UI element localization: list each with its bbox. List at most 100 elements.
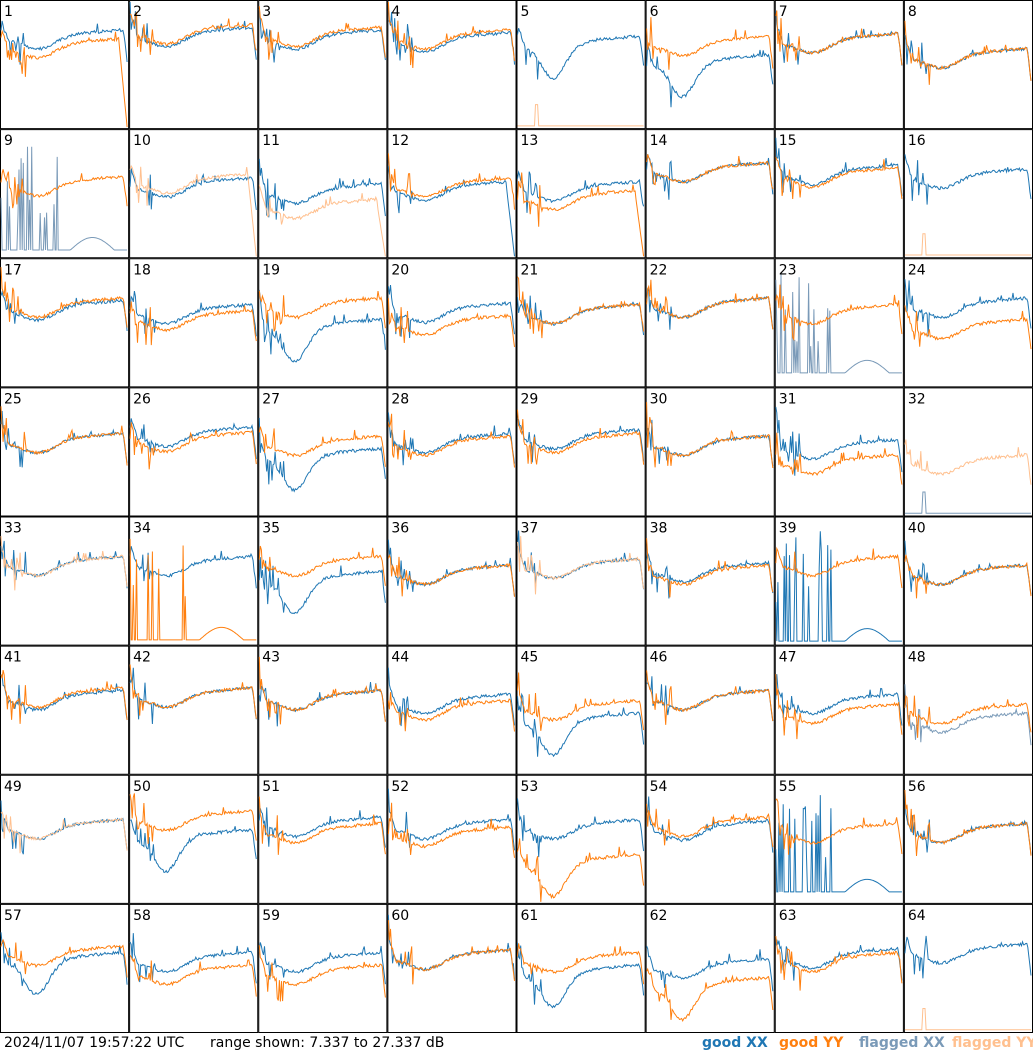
panel-19: 19 [258, 258, 388, 388]
legend-flagged-xx: flagged XX [859, 1035, 945, 1051]
panel-43: 43 [258, 645, 388, 775]
panel-27: 27 [258, 387, 388, 517]
panel-label: 23 [779, 262, 797, 278]
panel-label: 36 [391, 521, 409, 537]
panel-48-yy-trace [904, 694, 1032, 738]
panel-frame [774, 903, 904, 1033]
panel-label: 42 [133, 650, 151, 666]
panel-12-yy-trace [387, 153, 515, 210]
panel-32: 32 [903, 387, 1033, 517]
panel-28: 28 [387, 387, 517, 517]
panel-53: 53 [516, 774, 646, 904]
panel-20-yy-trace [387, 298, 515, 348]
panel-label: 35 [262, 521, 280, 537]
panel-48-xx-trace [904, 684, 1032, 746]
panel-frame [774, 129, 904, 259]
panel-frame [516, 129, 646, 259]
panel-62: 62 [645, 903, 775, 1033]
panel-label: 57 [4, 908, 22, 924]
panel-50-yy-trace [129, 793, 257, 844]
panel-label: 30 [650, 391, 668, 407]
panel-61: 61 [516, 903, 646, 1033]
panel-label: 55 [779, 779, 797, 795]
panel-frame [258, 903, 388, 1033]
panel-15-yy-trace [775, 156, 903, 200]
panel-53-xx-trace [517, 798, 645, 858]
panel-22-yy-trace [646, 279, 774, 330]
panel-28-yy-trace [387, 413, 515, 468]
panel-label: 27 [262, 391, 280, 407]
panel-20: 20 [387, 258, 517, 388]
panel-4-yy-trace [387, 1, 515, 69]
panel-8: 8 [903, 0, 1033, 130]
panel-11-yy-trace [258, 184, 386, 257]
panel-16-xx-trace [904, 154, 1032, 205]
panel-1-xx-trace [0, 20, 128, 65]
panel-frame [0, 516, 130, 646]
panel-11-xx-trace [258, 158, 386, 220]
panel-24-xx-trace [904, 279, 1032, 337]
panel-label: 41 [4, 650, 22, 666]
panel-17-yy-trace [0, 267, 128, 328]
panel-label: 32 [908, 391, 926, 407]
panel-frame [516, 516, 646, 646]
panel-16: 16 [903, 129, 1033, 259]
panel-15-xx-trace [775, 137, 903, 196]
panel-label: 22 [650, 262, 668, 278]
panel-frame [387, 129, 517, 259]
panel-12: 12 [387, 129, 517, 259]
panel-frame [258, 516, 388, 646]
panel-50: 50 [129, 774, 259, 904]
panel-11: 11 [258, 129, 388, 259]
legend-good-xx: good XX [702, 1035, 768, 1051]
panel-label: 3 [262, 4, 271, 20]
panel-39-yy-trace [775, 546, 903, 589]
panel-49: 49 [0, 774, 130, 904]
panel-label: 63 [779, 908, 797, 924]
panel-26-xx-trace [129, 418, 257, 460]
panel-23: 23 [774, 258, 904, 388]
panel-6-xx-trace [646, 44, 774, 108]
panel-label: 37 [521, 521, 539, 537]
panel-label: 44 [391, 650, 409, 666]
timestamp-label: 2024/11/07 19:57:22 UTC [4, 1035, 185, 1051]
panel-9-yy-trace [0, 169, 128, 209]
panel-52-yy-trace [387, 802, 515, 858]
panel-19-xx-trace [258, 289, 386, 363]
panel-35-yy-trace [258, 545, 386, 586]
panel-25-yy-trace [0, 406, 128, 466]
panel-5: 5 [516, 0, 646, 130]
panel-6: 6 [645, 0, 775, 130]
panel-39-xx-trace [775, 531, 902, 642]
panel-33: 33 [0, 516, 130, 646]
panel-label: 60 [391, 908, 409, 924]
panel-36-yy-trace [387, 553, 515, 597]
panel-38: 38 [645, 516, 775, 646]
panel-label: 26 [133, 391, 151, 407]
panel-12-xx-trace [387, 165, 515, 257]
panel-label: 12 [391, 133, 409, 149]
panel-label: 33 [4, 521, 22, 537]
panel-frame [516, 0, 646, 130]
panel-43-yy-trace [258, 656, 386, 725]
legend-good-yy: good YY [779, 1035, 844, 1051]
panel-label: 4 [391, 4, 400, 20]
panel-24: 24 [903, 258, 1033, 388]
panel-1: 1 [0, 0, 130, 130]
panel-35: 35 [258, 516, 388, 646]
panel-59-xx-trace [258, 942, 386, 985]
panel-42: 42 [129, 645, 259, 775]
panel-40-yy-trace [904, 554, 1032, 599]
panel-frame [258, 387, 388, 517]
panel-label: 58 [133, 908, 151, 924]
panel-21-yy-trace [517, 276, 645, 339]
panel-30: 30 [645, 387, 775, 517]
panel-17: 17 [0, 258, 130, 388]
panel-44-yy-trace [387, 692, 515, 732]
panel-label: 24 [908, 262, 926, 278]
panel-46: 46 [645, 645, 775, 775]
panel-59-yy-trace [258, 945, 386, 1002]
panel-60: 60 [387, 903, 517, 1033]
panel-63-xx-trace [775, 939, 903, 981]
